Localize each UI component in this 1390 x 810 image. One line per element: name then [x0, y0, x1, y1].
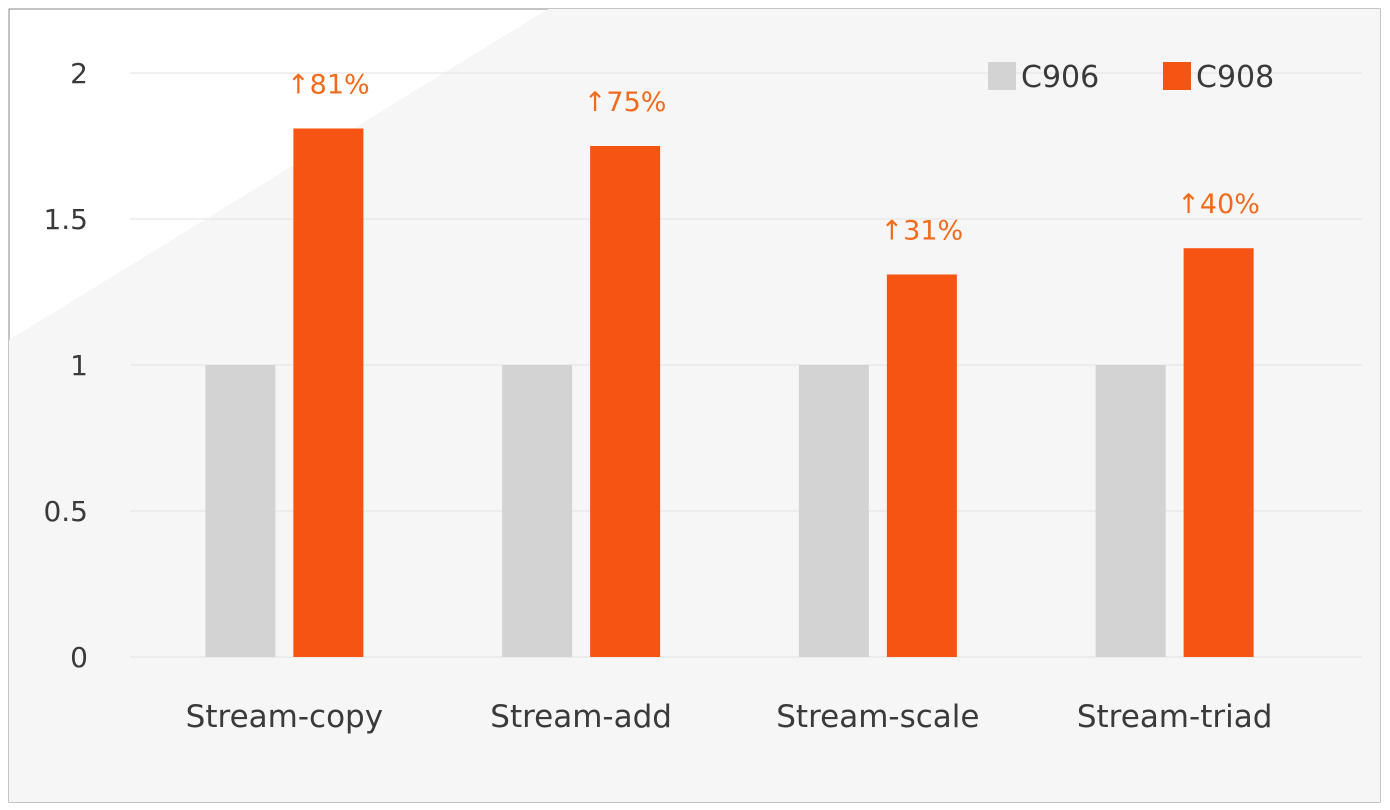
bar-c906-stream-copy [205, 365, 276, 657]
annotations-layer: ↑81% ↑75% ↑31% ↑40% [287, 69, 1260, 246]
y-tick-label: 0 [70, 641, 88, 674]
legend: C906 C908 [988, 60, 1274, 95]
bar-annotation: ↑81% [287, 69, 370, 100]
legend-label-c906: C906 [1021, 60, 1099, 95]
y-tick-label: 1 [70, 349, 88, 382]
y-tick-label: 0.5 [43, 495, 88, 528]
x-tick-label: Stream-add [490, 699, 672, 735]
bar-annotation: ↑75% [584, 87, 667, 118]
bar-c908-stream-scale [886, 274, 957, 657]
legend-swatch-c906 [988, 62, 1016, 90]
x-axis-tick-labels: Stream-copy Stream-add Stream-scale Stream-… [186, 699, 1273, 735]
x-tick-label: Stream-triad [1077, 699, 1273, 735]
bar-c908-stream-triad [1183, 248, 1254, 657]
x-tick-label: Stream-scale [776, 699, 979, 735]
y-axis-tick-labels: 0 0.5 1 1.5 2 [43, 57, 88, 674]
bar-c906-stream-scale [798, 365, 869, 657]
bar-annotation: ↑40% [1177, 189, 1260, 220]
bar-c906-stream-add [502, 365, 573, 657]
x-tick-label: Stream-copy [186, 699, 383, 735]
y-tick-label: 2 [70, 57, 88, 90]
bar-c906-stream-triad [1095, 365, 1166, 657]
bar-c908-stream-copy [293, 128, 364, 658]
bars-layer [205, 128, 1254, 658]
bar-annotation: ↑31% [881, 215, 964, 246]
legend-swatch-c908 [1163, 62, 1191, 90]
y-tick-label: 1.5 [43, 203, 88, 236]
legend-label-c908: C908 [1196, 60, 1274, 95]
bar-c908-stream-add [590, 146, 661, 657]
